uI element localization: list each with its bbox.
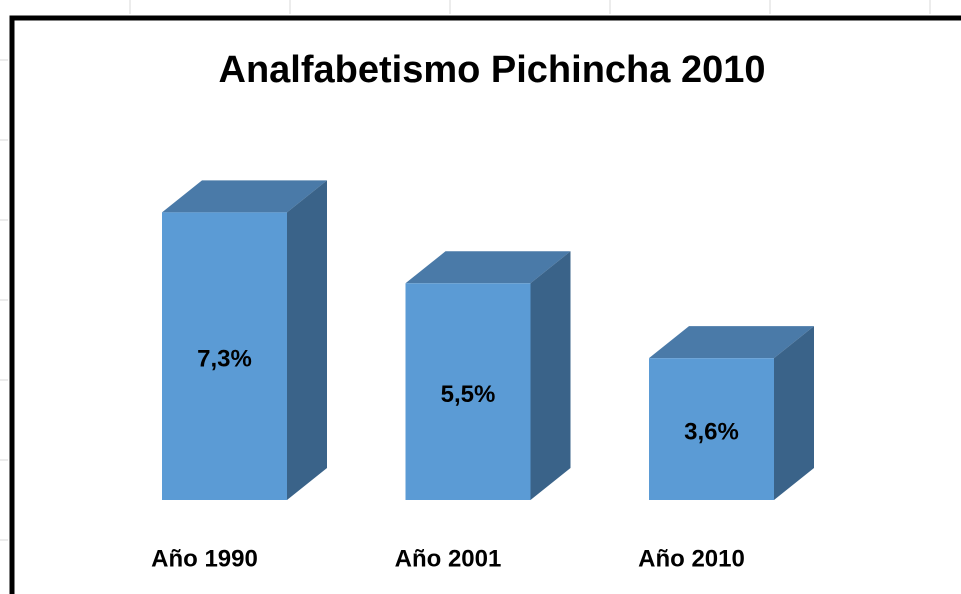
x-tick-label: Año 2001 xyxy=(395,545,502,572)
data-label: 7,3% xyxy=(197,346,252,373)
x-tick-label: Año 1990 xyxy=(151,545,258,572)
bar xyxy=(162,212,287,500)
spreadsheet-grid xyxy=(0,0,931,541)
data-label: 3,6% xyxy=(684,418,739,445)
data-label: 5,5% xyxy=(441,381,496,408)
bar-top xyxy=(405,251,571,284)
bar xyxy=(649,358,774,500)
bar-top xyxy=(162,180,327,213)
bar-side xyxy=(774,326,814,500)
chart-border xyxy=(9,15,961,594)
bar-side xyxy=(530,251,571,500)
bar-side xyxy=(287,180,327,500)
bar-top xyxy=(649,326,814,359)
x-tick-label: Año 2010 xyxy=(638,545,745,572)
bar xyxy=(405,283,531,500)
chart-title: Analfabetismo Pichincha 2010 xyxy=(219,49,766,91)
